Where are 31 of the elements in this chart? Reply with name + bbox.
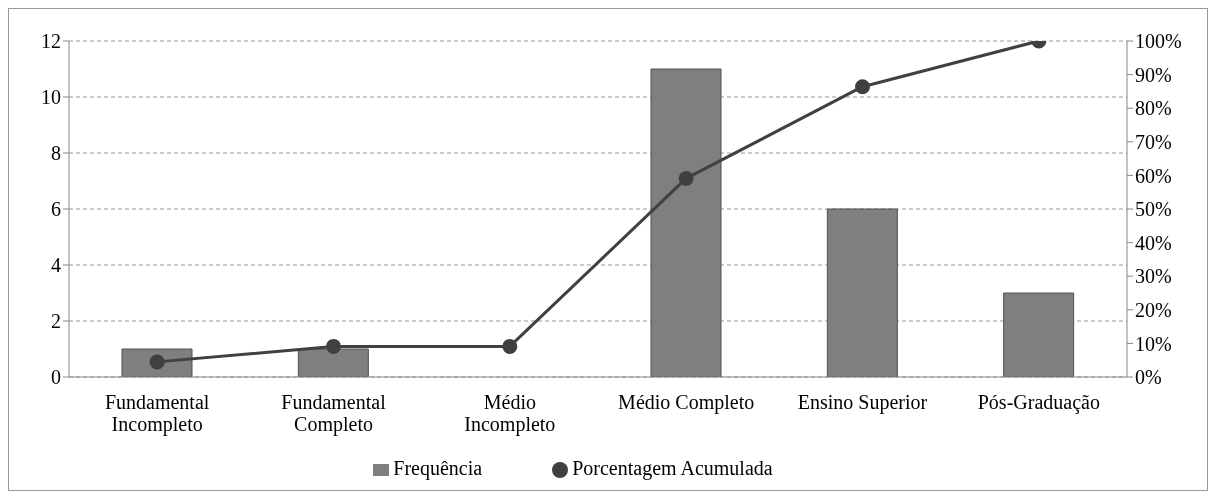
y-tick-label: 10 bbox=[41, 86, 61, 109]
x-tick-label: Fundamental Completo bbox=[281, 391, 387, 436]
y2-tick-label: 80% bbox=[1135, 97, 1172, 120]
legend-label: Porcentagem Acumulada bbox=[572, 457, 773, 479]
y-tick-label: 8 bbox=[51, 142, 61, 165]
y2-tick-label: 30% bbox=[1135, 265, 1172, 288]
point bbox=[678, 170, 694, 186]
point bbox=[326, 338, 341, 354]
y-tick-label: 2 bbox=[51, 310, 61, 333]
y2-tick-label: 10% bbox=[1135, 332, 1172, 355]
point bbox=[855, 79, 870, 95]
x-tick-label: Médio Incompleto bbox=[464, 391, 556, 436]
x-tick-label: Ensino Superior bbox=[797, 391, 928, 414]
y2-tick-label: 20% bbox=[1135, 298, 1172, 321]
y-tick-label: 6 bbox=[51, 198, 61, 221]
x-tick-label: Pós-Graduação bbox=[977, 391, 1100, 414]
point bbox=[149, 354, 165, 370]
y2-tick-label: 100% bbox=[1135, 30, 1182, 53]
y-tick-label: 0 bbox=[51, 366, 61, 389]
y2-tick-label: 60% bbox=[1135, 164, 1172, 187]
y-tick-label: 12 bbox=[41, 30, 61, 53]
y2-tick-label: 40% bbox=[1135, 231, 1172, 254]
y2-tick-label: 90% bbox=[1135, 63, 1172, 86]
x-tick-label: Fundamental Incompleto bbox=[104, 391, 210, 436]
x-tick-label: Médio Completo bbox=[618, 391, 755, 414]
y-tick-label: 4 bbox=[51, 254, 61, 277]
y2-tick-label: 70% bbox=[1135, 130, 1172, 153]
y2-tick-label: 50% bbox=[1135, 198, 1172, 221]
legend-label: Frequência bbox=[393, 457, 483, 479]
y2-tick-label: 0% bbox=[1135, 366, 1162, 389]
point bbox=[502, 338, 518, 354]
